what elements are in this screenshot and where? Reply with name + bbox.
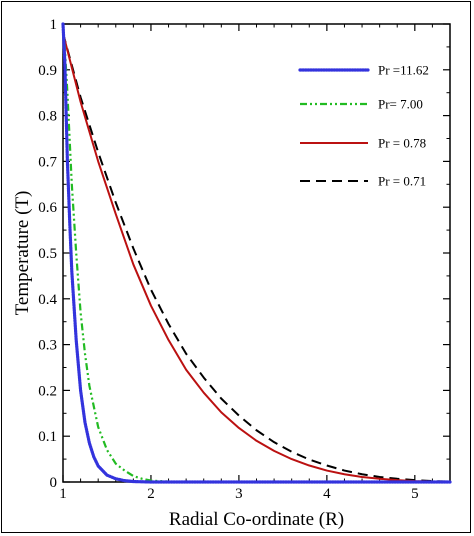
x-tick-label: 1: [59, 486, 67, 502]
x-tick-label: 3: [235, 486, 243, 502]
y-tick-label: 0.8: [38, 109, 57, 125]
y-tick-label: 0.3: [38, 338, 57, 354]
y-tick-label: 0.1: [38, 429, 57, 445]
y-tick-label: 1: [50, 17, 58, 33]
y-tick-label: 0.2: [38, 383, 57, 399]
series-line-1: [61, 22, 452, 484]
x-tick-label: 2: [147, 486, 155, 502]
series-line-2: [61, 23, 450, 484]
legend-label-3: Pr = 0.78: [378, 136, 426, 151]
plot-area: [62, 23, 451, 483]
series-layer: [61, 22, 452, 484]
series-line-3: [62, 32, 451, 483]
x-tick-label: 4: [323, 486, 331, 502]
y-tick-label: 0: [50, 475, 58, 491]
y-tick-label: 0.4: [38, 292, 57, 308]
legend-label-1: Pr =11.62: [378, 63, 429, 78]
axes-box: [62, 23, 451, 483]
series-line-4: [62, 32, 451, 483]
y-tick-label: 0.6: [38, 200, 57, 216]
x-axis-title: Radial Co-ordinate (R): [169, 509, 344, 530]
legend-label-4: Pr = 0.71: [378, 174, 426, 189]
y-axis-title: Temperature (T): [12, 191, 33, 316]
y-tick-label: 0.9: [38, 63, 57, 79]
x-tick-label: 5: [411, 486, 419, 502]
y-tick-label: 0.5: [38, 246, 57, 262]
axis-ticks: 1 2 3 4 5 0 0.1 0.2 0.3 0.4 0.5 0.6 0.7 0.8 0.9 1: [38, 17, 450, 502]
legend-label-2: Pr= 7.00: [378, 97, 423, 112]
y-tick-label: 0.7: [38, 154, 57, 170]
legend: Pr =11.62 Pr= 7.00 Pr = 0.78 Pr = 0.71: [298, 63, 429, 189]
